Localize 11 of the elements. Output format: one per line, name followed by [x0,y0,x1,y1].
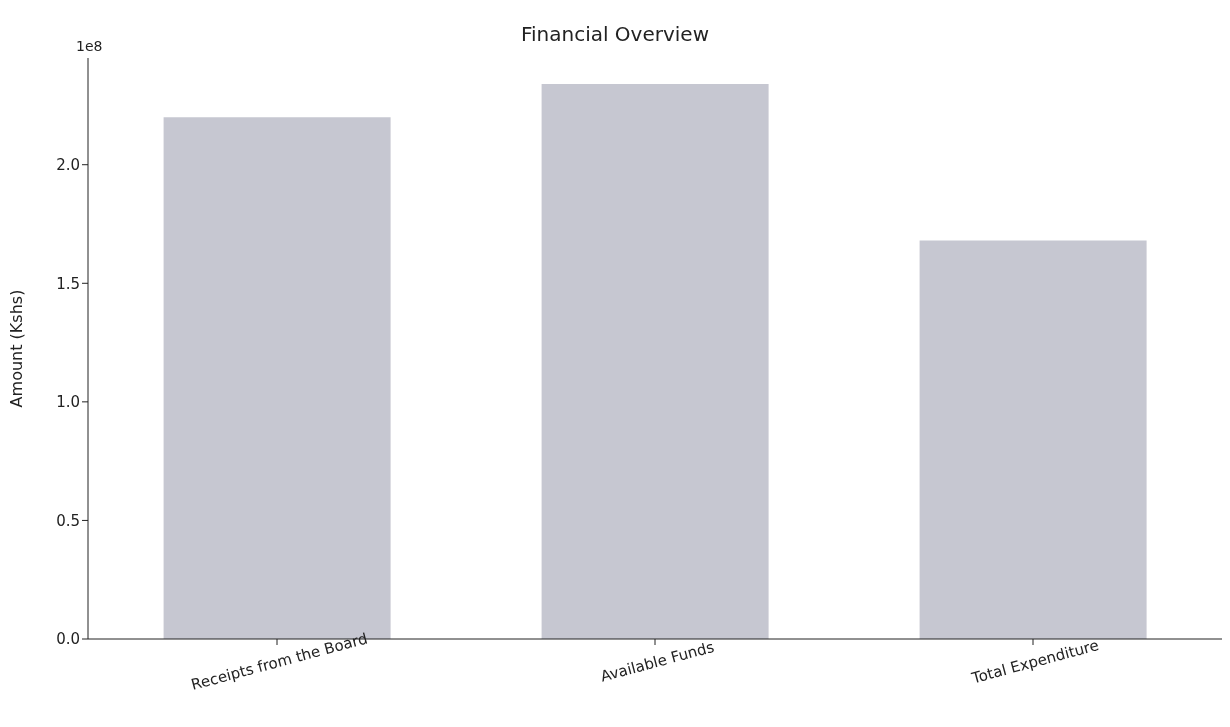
y-axis-title: Amount (Kshs) [6,289,26,408]
bar [541,84,769,639]
bar [919,240,1147,639]
x-tick-label: Receipts from the Board [189,629,370,694]
y-tick-label: 2.0 [56,156,80,175]
text: 1e8 [76,38,103,54]
y-tick-label: 0.0 [56,630,80,649]
y-tick-label: 1.5 [56,274,80,293]
y-tick-label: 1.0 [56,393,80,412]
y-tick-label: 0.5 [56,511,80,530]
chart-title: Financial Overview [520,22,710,46]
